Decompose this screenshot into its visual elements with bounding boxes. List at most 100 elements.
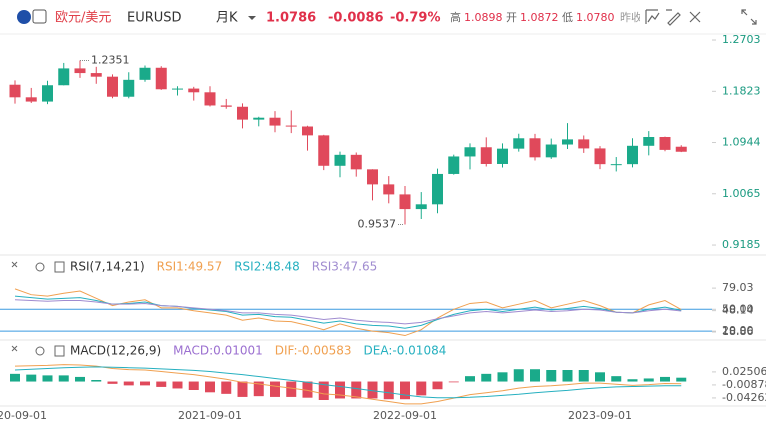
- candle-body: [350, 154, 362, 170]
- histogram-bar: [432, 381, 443, 390]
- series-line: [14, 366, 682, 399]
- flag-us: [32, 9, 47, 24]
- histogram-bar: [221, 381, 232, 394]
- histogram-bar: [383, 381, 394, 400]
- histogram-bar: [627, 379, 638, 382]
- annotation: 1.2351: [91, 54, 130, 67]
- histogram-bar: [546, 370, 557, 382]
- candle-body: [9, 84, 21, 98]
- y-tick-label: 1.0944: [722, 136, 761, 149]
- open: 1.0872: [520, 11, 559, 24]
- rsi-header: [11, 261, 65, 273]
- candle-body: [643, 136, 655, 146]
- candle-body: [594, 148, 606, 165]
- tool-indicator[interactable]: [645, 9, 660, 24]
- histogram-bar: [107, 381, 118, 384]
- series-line: [14, 288, 682, 337]
- histogram-bar: [253, 381, 264, 397]
- macd-toggle[interactable]: [54, 345, 65, 357]
- candle-body: [367, 169, 378, 185]
- candle-body: [188, 88, 200, 93]
- rsi-toggle[interactable]: [54, 261, 65, 273]
- legend-entry: MACD:0.01001: [173, 344, 263, 358]
- legend-entry: DEA:-0.01084: [364, 344, 447, 358]
- macd-header: [11, 345, 65, 357]
- macd-close[interactable]: [11, 345, 18, 352]
- candle-body: [302, 126, 313, 136]
- annotation: 0.9537: [358, 218, 397, 231]
- low-label: 低: [562, 11, 573, 24]
- histogram-bar: [416, 381, 427, 396]
- candle-body: [269, 117, 281, 126]
- histogram-bar: [172, 381, 183, 389]
- y-tick-label: -0.00878: [722, 378, 766, 391]
- y-tick-label: 0.02506: [722, 365, 766, 378]
- y-tick-label: 1.2703: [722, 33, 761, 46]
- histogram-bar: [123, 381, 134, 386]
- candle-body: [659, 136, 671, 150]
- candle-body: [285, 125, 297, 127]
- tool-draw[interactable]: [666, 9, 681, 26]
- histogram-bar: [400, 381, 410, 400]
- histogram-bar: [611, 376, 622, 382]
- x-tick-label: 2021-09-01: [178, 409, 242, 422]
- prev-label: 昨收: [620, 10, 642, 24]
- histogram-bar: [58, 375, 69, 382]
- open-label: 开: [506, 11, 517, 24]
- y-tick-label: 50.00: [722, 302, 754, 315]
- candle-body: [123, 79, 135, 97]
- indicator-title: RSI(7,14,21): [70, 260, 145, 274]
- legend-entry: RSI3:47.65: [312, 260, 378, 274]
- indicator-title: MACD(12,26,9): [70, 344, 161, 358]
- histogram-bar: [75, 376, 85, 382]
- candle-body: [545, 144, 557, 158]
- histogram-bar: [448, 381, 459, 383]
- candle-body: [58, 68, 70, 86]
- histogram-bar: [205, 381, 215, 393]
- y-tick-label: 18.86: [722, 325, 754, 338]
- legend-entry: RSI2:48.48: [234, 260, 300, 274]
- candle-body: [497, 148, 508, 164]
- histogram-bar: [530, 369, 540, 382]
- candle-body: [90, 73, 102, 77]
- histogram-bar: [335, 381, 345, 399]
- period[interactable]: 月K: [216, 11, 238, 26]
- flag-eu: [17, 10, 31, 24]
- histogram-bar: [676, 377, 687, 382]
- low: 1.0780: [576, 11, 615, 24]
- candle-body: [74, 68, 86, 74]
- macd-settings[interactable]: [35, 346, 45, 356]
- rsi-settings[interactable]: [35, 262, 45, 272]
- histogram-bar: [286, 381, 297, 397]
- symbol: EURUSD: [127, 11, 182, 26]
- candle-body: [318, 135, 330, 166]
- candle-body: [220, 105, 232, 107]
- change: -0.0086: [328, 11, 384, 26]
- candle-body: [172, 88, 183, 90]
- x-tick-label: 2020-09-01: [0, 409, 47, 422]
- candle-body: [529, 138, 541, 158]
- histogram-bar: [660, 376, 670, 382]
- histogram-bar: [91, 380, 102, 382]
- candle-body: [383, 184, 395, 195]
- candle-body: [237, 106, 248, 120]
- change-pct: -0.79%: [390, 11, 441, 26]
- tool-expand[interactable]: [741, 9, 757, 25]
- histogram-bar: [188, 381, 199, 390]
- period-dropdown[interactable]: [248, 16, 256, 20]
- candle-body: [464, 147, 476, 157]
- y-tick-label: 0.9185: [722, 238, 761, 251]
- candle-body: [675, 146, 687, 152]
- histogram-bar: [237, 381, 248, 397]
- tool-close[interactable]: [689, 11, 701, 23]
- histogram-bar: [497, 372, 508, 382]
- candle-body: [480, 147, 492, 164]
- candle-body: [448, 156, 460, 174]
- x-tick-label: 2022-09-01: [373, 409, 437, 422]
- rsi-close[interactable]: [11, 261, 18, 268]
- histogram-bar: [10, 373, 20, 382]
- histogram-bar: [42, 375, 53, 382]
- high: 1.0898: [464, 11, 503, 24]
- histogram-bar: [270, 381, 280, 397]
- candle-body: [578, 139, 590, 149]
